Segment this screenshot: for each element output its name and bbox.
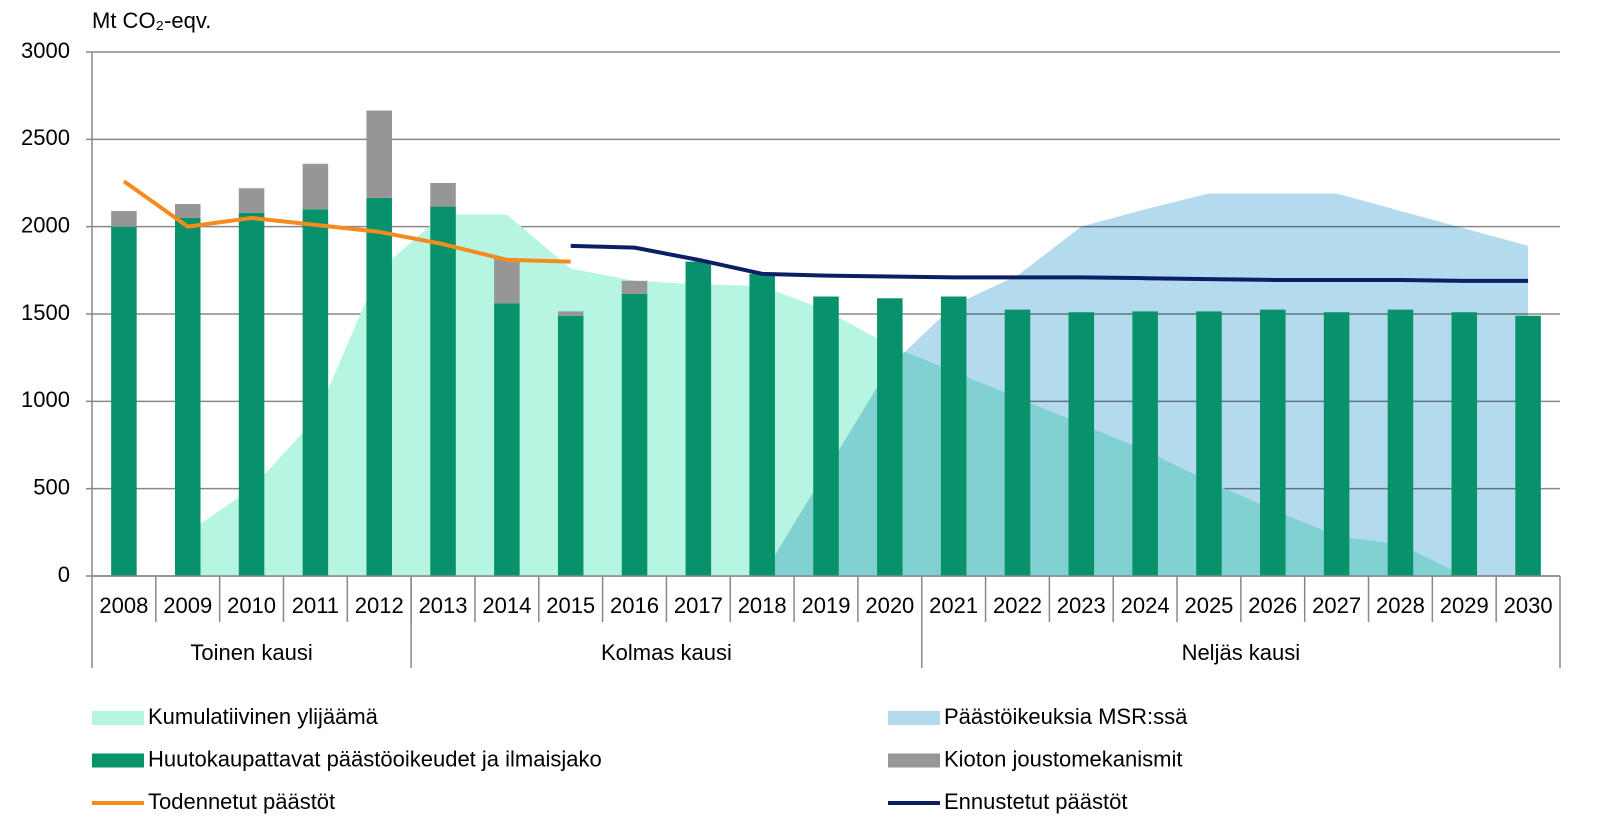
- bar: [238, 212, 265, 576]
- bar: [749, 273, 775, 576]
- y-tick-label: 2000: [21, 212, 70, 237]
- x-tick-label: 2009: [163, 593, 212, 618]
- group-label: Kolmas kausi: [601, 640, 732, 665]
- x-tick-label: 2019: [802, 593, 851, 618]
- x-tick-label: 2015: [546, 593, 595, 618]
- line: [570, 243, 1529, 283]
- bar: [1260, 309, 1286, 576]
- legend-label: Päästöikeuksia MSR:ssä: [944, 704, 1188, 729]
- x-tick-label: 2011: [292, 593, 339, 618]
- legend-label: Ennustetut päästöt: [944, 789, 1127, 814]
- bar: [430, 183, 456, 207]
- x-tick-label: 2026: [1248, 593, 1297, 618]
- bar: [366, 197, 392, 576]
- x-tick-label: 2023: [1057, 593, 1106, 618]
- bar: [111, 210, 137, 227]
- y-axis-label: Mt CO₂-eqv.: [92, 8, 211, 33]
- bar: [494, 303, 520, 576]
- bar: [940, 296, 967, 576]
- bar: [238, 188, 265, 213]
- bar: [1387, 309, 1414, 576]
- legend-label: Kumulatiivinen ylijäämä: [148, 704, 379, 729]
- x-tick-label: 2013: [419, 593, 468, 618]
- y-tick-label: 500: [33, 474, 70, 499]
- bar: [174, 217, 201, 576]
- y-tick-label: 1000: [21, 387, 70, 412]
- bar: [1068, 312, 1095, 576]
- legend-swatch: [888, 753, 940, 768]
- bar: [366, 110, 392, 198]
- legend-swatch: [92, 753, 144, 768]
- bar: [430, 206, 456, 576]
- x-tick-label: 2014: [482, 593, 531, 618]
- legend-label: Todennetut päästöt: [148, 789, 335, 814]
- x-tick-label: 2018: [738, 593, 787, 618]
- x-tick-label: 2012: [355, 593, 404, 618]
- x-tick-label: 2028: [1376, 593, 1425, 618]
- x-tick-label: 2025: [1184, 593, 1233, 618]
- x-tick-label: 2024: [1121, 593, 1170, 618]
- x-tick-label: 2016: [610, 593, 659, 618]
- legend-label: Kioton joustomekanismit: [944, 746, 1182, 771]
- x-tick-label: 2008: [99, 593, 148, 618]
- y-tick-label: 2500: [21, 125, 70, 150]
- x-tick-label: 2017: [674, 593, 723, 618]
- bar: [621, 293, 648, 576]
- bar: [1004, 309, 1031, 576]
- bar: [111, 226, 137, 576]
- y-tick-label: 3000: [21, 38, 70, 63]
- x-tick-label: 2020: [865, 593, 914, 618]
- legend-label: Huutokaupattavat päästöoikeudet ja ilmai…: [148, 746, 602, 771]
- legend-swatch: [92, 711, 144, 725]
- bar: [302, 163, 329, 210]
- x-tick-label: 2022: [993, 593, 1042, 618]
- bar: [302, 209, 329, 576]
- bar: [1196, 311, 1222, 576]
- bar: [174, 203, 201, 218]
- line: [122, 179, 571, 264]
- x-tick-label: 2027: [1312, 593, 1361, 618]
- bar: [1515, 315, 1541, 576]
- x-tick-label: 2029: [1440, 593, 1489, 618]
- y-tick-label: 1500: [21, 300, 70, 325]
- bar: [557, 311, 584, 316]
- bar: [813, 296, 839, 576]
- bar: [877, 298, 903, 576]
- bar: [557, 315, 584, 576]
- bar: [1323, 312, 1350, 576]
- legend-swatch: [888, 711, 940, 725]
- bar: [494, 258, 520, 304]
- bar: [621, 280, 648, 294]
- bar: [1451, 312, 1478, 576]
- x-tick-label: 2030: [1504, 593, 1553, 618]
- bar: [1132, 311, 1158, 576]
- x-tick-label: 2010: [227, 593, 276, 618]
- x-tick-label: 2021: [929, 593, 978, 618]
- group-label: Neljäs kausi: [1182, 640, 1301, 665]
- y-tick-label: 0: [58, 562, 70, 587]
- bar: [685, 261, 712, 576]
- group-label: Toinen kausi: [190, 640, 312, 665]
